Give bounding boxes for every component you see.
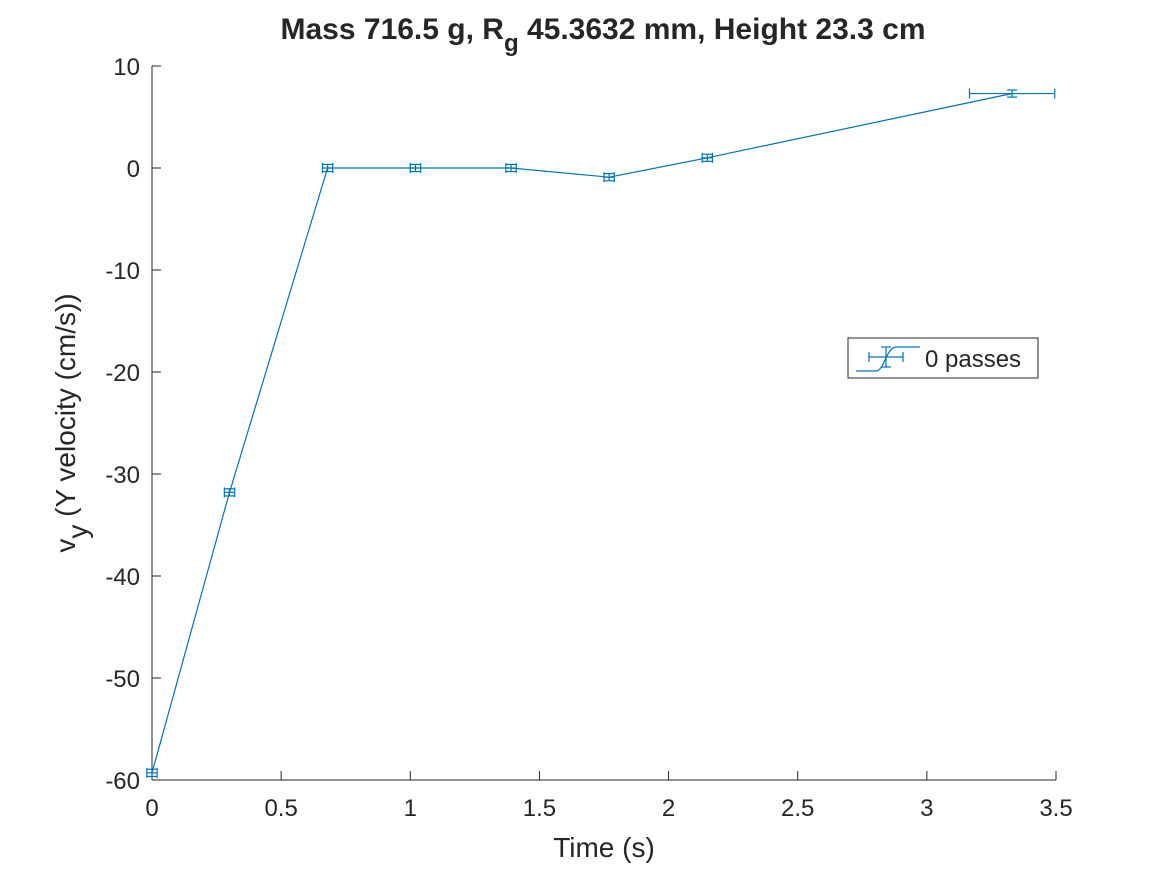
y-tick-label: -40	[105, 564, 140, 591]
chart-title-prefix: Mass 716.5 g, R	[281, 13, 505, 46]
axes	[151, 66, 1056, 781]
data-point	[603, 172, 615, 183]
x-tick-label: 0	[145, 795, 158, 822]
data-point	[321, 163, 334, 173]
y-tick-label: -10	[105, 258, 140, 285]
data-point	[146, 767, 158, 778]
x-tick-label: 2	[662, 795, 675, 822]
x-tick-label: 2.5	[781, 795, 814, 822]
series-line	[151, 92, 1013, 774]
legend-errorbar-icon	[856, 346, 920, 372]
legend-box	[847, 337, 1039, 379]
data-point	[409, 163, 422, 173]
x-ticks: 0 0.5 1 1.5 2 2.5 3 3.5	[145, 771, 1073, 822]
y-tick-label: -50	[105, 666, 140, 693]
y-tick-label: -60	[105, 768, 140, 795]
y-axis-label-prefix: v	[50, 539, 81, 553]
legend-entry-label: 0 passes	[925, 346, 1021, 373]
x-tick-label: 3.5	[1039, 795, 1072, 822]
y-axis-label-suffix: (Y velocity (cm/s))	[50, 293, 81, 524]
x-tick-label: 1.5	[523, 795, 556, 822]
x-tick-label: 3	[920, 795, 933, 822]
y-axis-label-subscript: y	[62, 525, 93, 539]
chart-title-suffix: 45.3632 mm, Height 23.3 cm	[519, 13, 926, 46]
x-tick-label: 1	[404, 795, 417, 822]
chart-title: Mass 716.5 g, Rg 45.3632 mm, Height 23.3…	[281, 13, 926, 57]
data-point	[505, 163, 517, 173]
data-point	[968, 88, 1056, 99]
legend: 0 passes	[847, 337, 1039, 379]
data-point	[701, 152, 714, 163]
y-ticks: -60 -50 -40 -30 -20 -10 0 10	[105, 54, 161, 795]
x-tick-label: 0.5	[264, 795, 297, 822]
y-axis-label: vy (Y velocity (cm/s))	[50, 293, 93, 552]
y-tick-label: 0	[127, 156, 140, 183]
data-point	[223, 487, 236, 498]
series-0-passes	[146, 88, 1056, 778]
y-tick-label: -20	[105, 360, 140, 387]
chart-title-subscript: g	[504, 30, 519, 57]
y-tick-label: 10	[113, 54, 140, 81]
x-axis-label: Time (s)	[553, 832, 655, 863]
y-tick-label: -30	[105, 462, 140, 489]
